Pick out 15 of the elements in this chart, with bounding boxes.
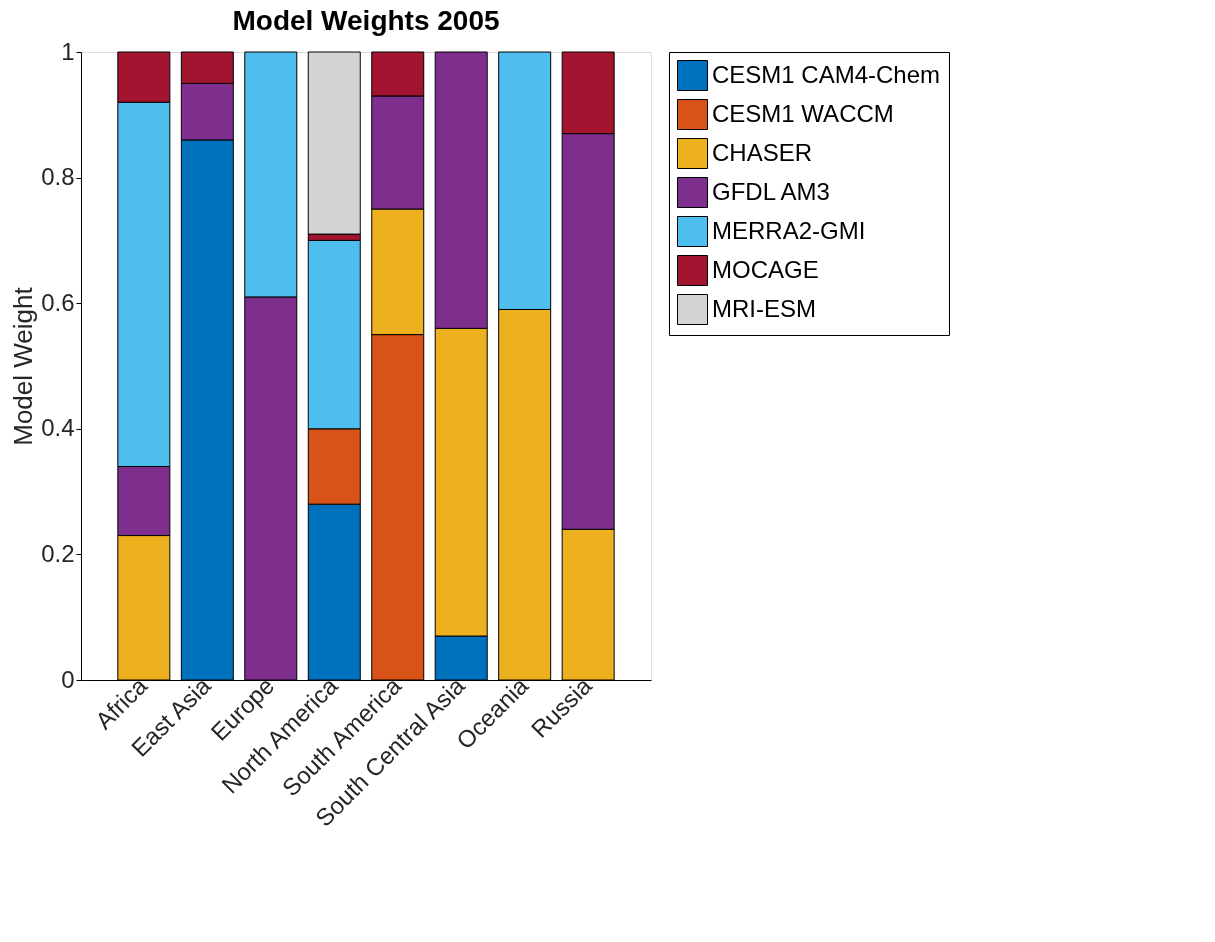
y-tick-label: 0.2 xyxy=(41,539,75,567)
legend-label: MRI-ESM xyxy=(712,294,816,322)
legend-label: MERRA2-GMI xyxy=(712,216,866,244)
legend-label: GFDL AM3 xyxy=(712,177,830,205)
y-tick-label: 1 xyxy=(61,37,75,65)
y-tick-label: 0.8 xyxy=(41,163,75,191)
y-tick-label: 0 xyxy=(61,665,75,693)
legend-label: CESM1 WACCM xyxy=(712,99,894,127)
legend-label: CHASER xyxy=(712,138,813,166)
legend-label: MOCAGE xyxy=(712,255,819,283)
y-tick-label: 0.6 xyxy=(41,288,75,316)
chart-title: Model Weights 2005 xyxy=(232,5,500,36)
y-tick-label: 0.4 xyxy=(41,414,75,442)
legend-label: CESM1 CAM4-Chem xyxy=(712,60,941,88)
y-axis-title: Model Weight xyxy=(8,286,39,446)
